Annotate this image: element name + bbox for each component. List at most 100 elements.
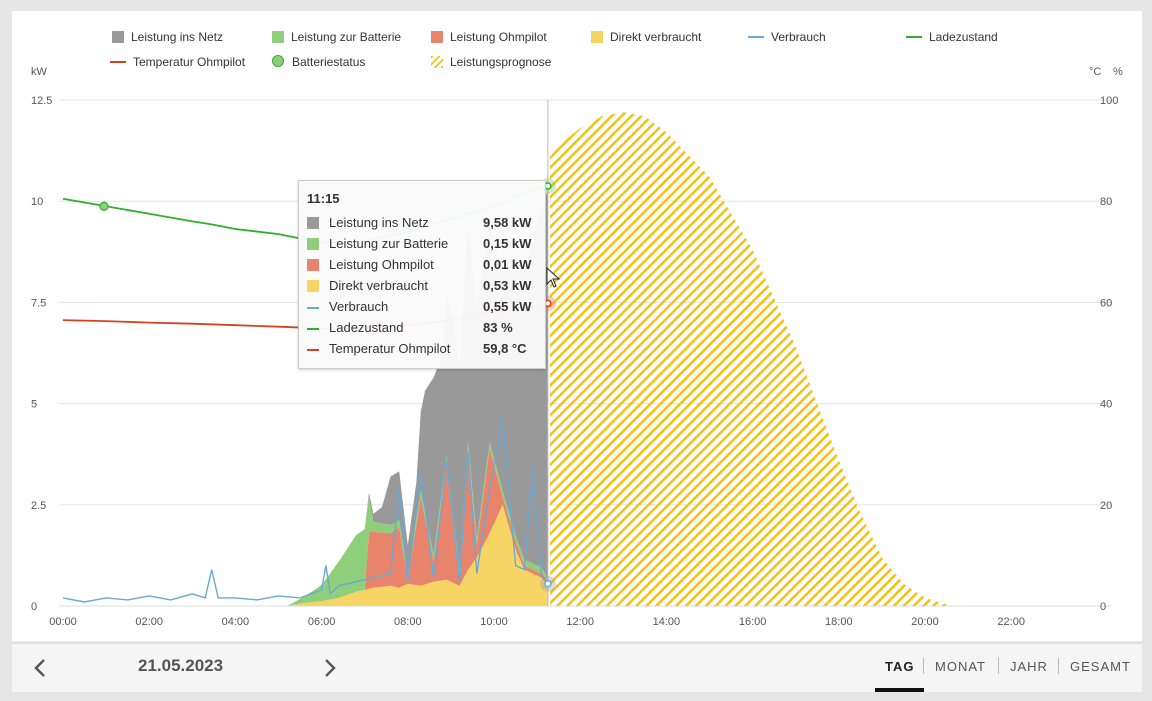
mouse-pointer-icon: [546, 266, 561, 288]
legend-swatch: [906, 36, 922, 38]
tooltip-label: Verbrauch: [329, 299, 389, 314]
y-tick-left: 2.5: [31, 500, 46, 512]
area-leistung-zur-batterie: [287, 442, 548, 606]
x-tick: 02:00: [135, 616, 163, 628]
tooltip-swatch: [307, 280, 319, 292]
legend-swatch: [272, 31, 284, 43]
legend-label: Verbrauch: [771, 30, 826, 44]
tooltip-row: Verbrauch 0,55 kW: [307, 299, 537, 319]
legend-item-temperatur-ohmpilot[interactable]: Temperatur Ohmpilot: [110, 55, 245, 69]
x-tick: 10:00: [480, 616, 508, 628]
area-leistungsprognose: [550, 112, 951, 606]
chevron-left-icon[interactable]: [29, 656, 53, 680]
legend-item-leistungsprognose[interactable]: Leistungsprognose: [431, 55, 551, 69]
area-leistung-ohmpilot: [287, 448, 548, 606]
legend-label: Batteriestatus: [292, 55, 366, 69]
legend-label: Leistung zur Batterie: [291, 30, 402, 44]
legend-item-direkt-verbraucht[interactable]: Direkt verbraucht: [591, 30, 701, 44]
y-tick-left: 0: [31, 601, 37, 613]
legend-item-verbrauch[interactable]: Verbrauch: [748, 30, 826, 44]
x-tick: 06:00: [308, 616, 336, 628]
legend-label: Ladezustand: [929, 30, 998, 44]
legend-label: Leistung ins Netz: [131, 30, 224, 44]
energy-chart[interactable]: 0 2.5 5 7.5 10 12.5 0 20 40 60 80 100 00:00 02:00 04:0…: [12, 11, 1142, 641]
tab-jahr[interactable]: JAHR: [1010, 659, 1048, 674]
y-tick-left: 7.5: [31, 297, 46, 309]
tooltip-row: Direkt verbraucht 0,53 kW: [307, 278, 537, 298]
tooltip-label: Ladezustand: [329, 320, 404, 335]
legend-swatch: [748, 36, 764, 38]
tooltip-row: Ladezustand 83 %: [307, 320, 537, 340]
legend-swatch: [591, 31, 603, 43]
battery-status-marker: [99, 201, 109, 211]
legend-swatch: [110, 61, 126, 63]
legend-label: Direkt verbraucht: [610, 30, 702, 44]
y-tick-right: 40: [1100, 399, 1112, 411]
x-tick: 16:00: [739, 616, 767, 628]
legend-swatch: [431, 31, 443, 43]
legend-label: Leistungsprognose: [450, 55, 552, 69]
legend-item-ladezustand[interactable]: Ladezustand: [906, 30, 998, 44]
tooltip-swatch: [307, 217, 319, 229]
x-tick: 08:00: [394, 616, 422, 628]
tooltip-label: Direkt verbraucht: [329, 278, 428, 293]
legend-swatch: [431, 56, 443, 68]
tooltip-value: 9,58 kW: [483, 215, 532, 230]
tooltip-label: Leistung ins Netz: [329, 215, 429, 230]
tooltip-value: 0,01 kW: [483, 257, 532, 272]
legend-item-leistung-zur-batterie[interactable]: Leistung zur Batterie: [272, 30, 401, 44]
divider: [1058, 658, 1059, 674]
tooltip-label: Leistung Ohmpilot: [329, 257, 434, 272]
tab-monat[interactable]: MONAT: [935, 659, 986, 674]
tooltip-value: 0,55 kW: [483, 299, 532, 314]
x-tick: 12:00: [566, 616, 594, 628]
x-tick: 22:00: [997, 616, 1025, 628]
y-tick-left: 10: [31, 196, 43, 208]
tooltip-swatch: [307, 328, 319, 330]
legend-swatch: [272, 55, 284, 67]
tooltip-label: Temperatur Ohmpilot: [329, 341, 451, 356]
x-tick: 20:00: [911, 616, 939, 628]
x-tick: 04:00: [222, 616, 250, 628]
hover-point-verbrauch: [544, 579, 552, 588]
tooltip-swatch: [307, 307, 319, 309]
y-tick-right: 0: [1100, 601, 1106, 613]
active-tab-indicator: [875, 688, 924, 692]
tooltip-value: 59,8 °C: [483, 341, 527, 356]
legend-item-leistung-ins-netz[interactable]: Leistung ins Netz: [112, 30, 223, 44]
tooltip-row: Leistung Ohmpilot 0,01 kW: [307, 257, 537, 277]
legend-item-batteriestatus[interactable]: Batteriestatus: [272, 55, 365, 69]
current-date: 21.05.2023: [138, 656, 224, 675]
date-navigation-bar: 21.05.2023 TAG MONAT JAHR GESAMT: [12, 643, 1142, 692]
y-tick-right: 100: [1100, 95, 1118, 107]
chart-card: Leistung ins Netz Leistung zur Batterie …: [12, 11, 1142, 641]
tooltip-swatch: [307, 349, 319, 351]
x-tick: 18:00: [825, 616, 853, 628]
tooltip-label: Leistung zur Batterie: [329, 236, 449, 251]
divider: [998, 658, 999, 674]
tooltip-row: Leistung zur Batterie 0,15 kW: [307, 236, 537, 256]
x-tick: 00:00: [49, 616, 77, 628]
right-axis-unit-temp: °C: [1089, 66, 1102, 78]
area-direkt-verbraucht: [287, 504, 548, 606]
left-axis-unit: kW: [31, 66, 47, 78]
tooltip-swatch: [307, 259, 319, 271]
legend-item-leistung-ohmpilot[interactable]: Leistung Ohmpilot: [431, 30, 547, 44]
tab-gesamt[interactable]: GESAMT: [1070, 659, 1131, 674]
tooltip-value: 0,53 kW: [483, 278, 532, 293]
tooltip-swatch: [307, 238, 319, 250]
tooltip-value: 83 %: [483, 320, 513, 335]
legend-swatch: [112, 31, 124, 43]
tooltip-value: 0,15 kW: [483, 236, 532, 251]
legend-label: Leistung Ohmpilot: [450, 30, 547, 44]
line-verbrauch: [62, 419, 549, 603]
chart-tooltip: 11:15 Leistung ins Netz 9,58 kW Leistung z…: [298, 180, 546, 369]
y-tick-right: 80: [1100, 196, 1112, 208]
divider: [923, 658, 924, 674]
chevron-right-icon[interactable]: [317, 656, 341, 680]
y-tick-right: 60: [1100, 297, 1112, 309]
y-tick-left: 5: [31, 399, 37, 411]
x-tick: 14:00: [653, 616, 681, 628]
tab-tag[interactable]: TAG: [885, 659, 915, 674]
tooltip-row: Temperatur Ohmpilot 59,8 °C: [307, 341, 537, 361]
